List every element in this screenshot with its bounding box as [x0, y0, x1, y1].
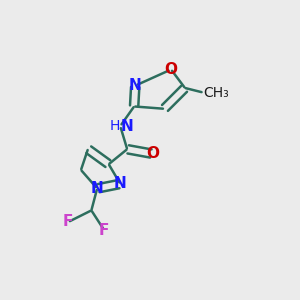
Text: O: O — [146, 146, 159, 161]
Text: N: N — [120, 118, 133, 134]
Text: N: N — [91, 181, 103, 196]
Text: O: O — [165, 62, 178, 77]
Text: N: N — [129, 78, 142, 93]
Text: CH₃: CH₃ — [203, 85, 229, 100]
Text: H: H — [110, 119, 120, 133]
Text: F: F — [99, 223, 109, 238]
Text: N: N — [114, 176, 127, 191]
Text: F: F — [63, 214, 74, 230]
